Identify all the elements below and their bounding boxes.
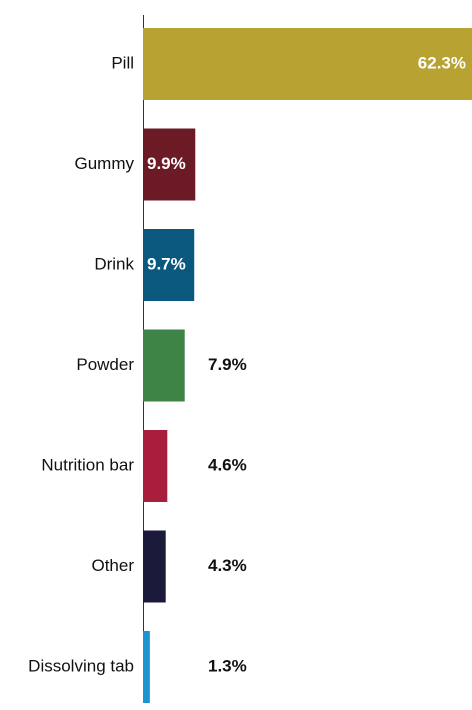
category-label-0: Pill bbox=[111, 53, 134, 72]
category-label-6: Dissolving tab bbox=[28, 656, 134, 675]
value-label-6: 1.3% bbox=[208, 656, 247, 675]
value-label-0: 62.3% bbox=[418, 53, 466, 72]
value-label-5: 4.3% bbox=[208, 556, 247, 575]
bars-group: Pill 62.3% Gummy 9.9% Drink 9.7% Powder 7.9% Nut… bbox=[28, 28, 472, 703]
value-label-3: 7.9% bbox=[208, 355, 247, 374]
bar-2 bbox=[143, 229, 195, 301]
bar-0 bbox=[143, 28, 472, 100]
category-label-1: Gummy bbox=[75, 154, 135, 173]
category-label-5: Other bbox=[91, 556, 134, 575]
bar-5 bbox=[143, 530, 166, 603]
bar-3 bbox=[143, 329, 185, 402]
value-label-4: 4.6% bbox=[208, 455, 247, 474]
value-label-2: 9.7% bbox=[147, 254, 186, 273]
category-label-4: Nutrition bar bbox=[41, 455, 134, 474]
bar-4 bbox=[143, 430, 168, 502]
bar-6 bbox=[143, 631, 150, 703]
category-label-3: Powder bbox=[76, 355, 134, 374]
value-label-1: 9.9% bbox=[147, 154, 186, 173]
category-label-2: Drink bbox=[94, 254, 134, 273]
bar-1 bbox=[143, 128, 196, 201]
